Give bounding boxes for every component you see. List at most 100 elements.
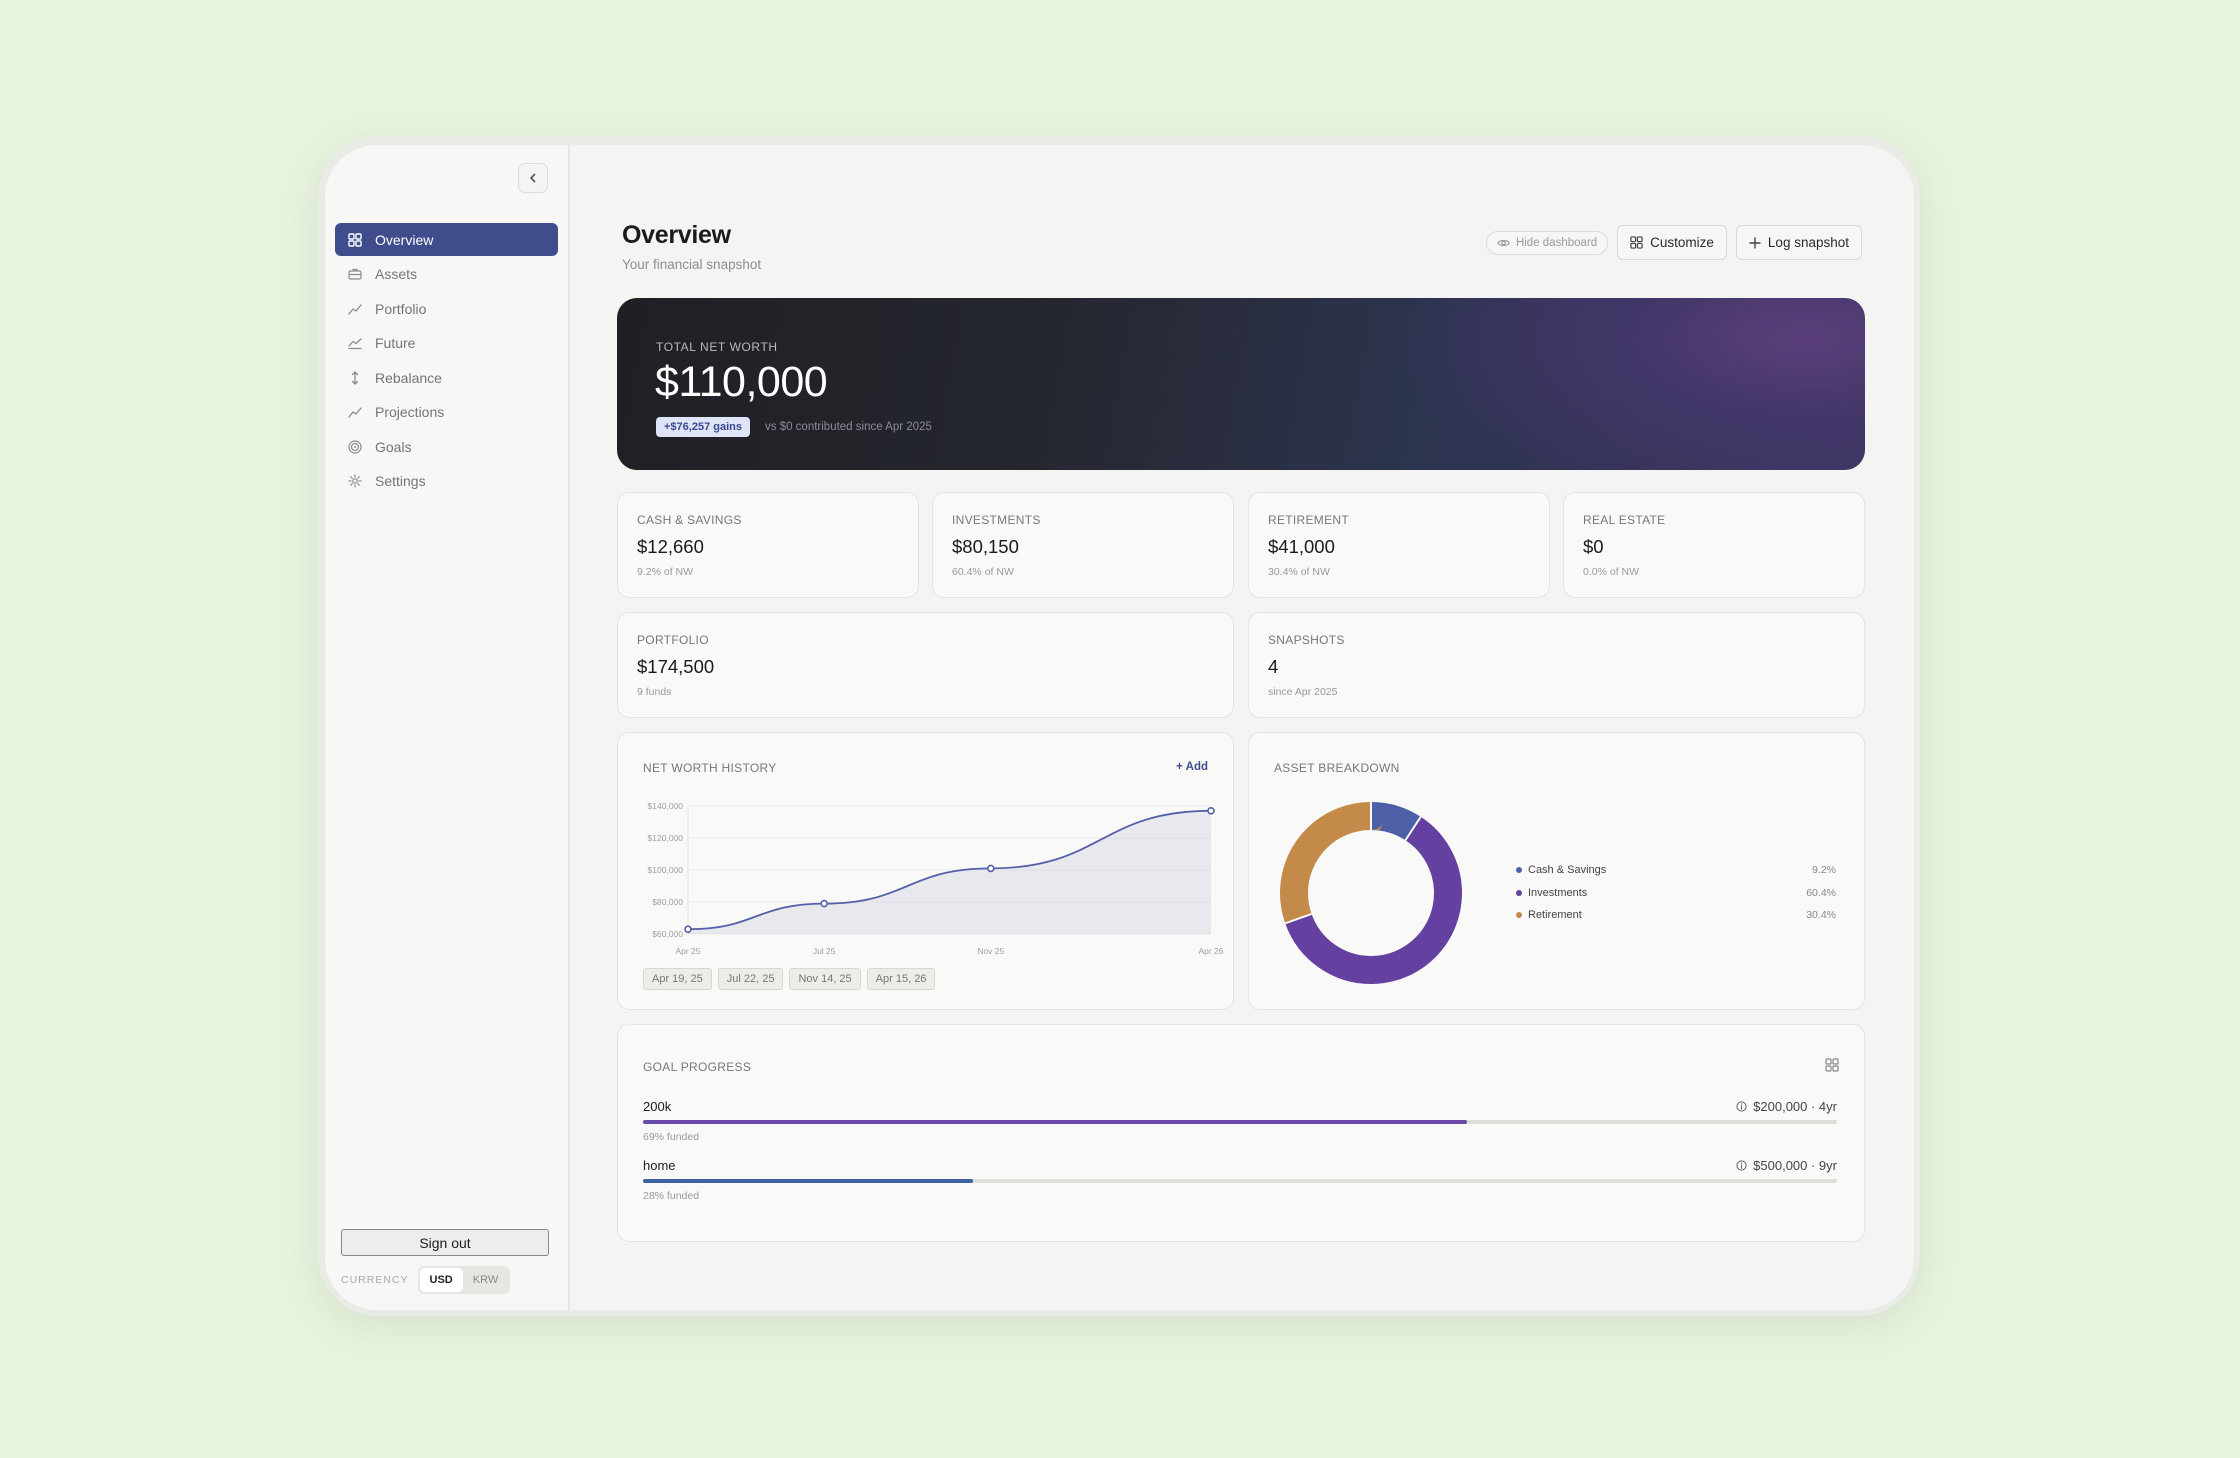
legend-label: Investments	[1528, 886, 1588, 899]
legend-item: Cash & Savings 9.2%	[1516, 859, 1836, 882]
currency-option-krw[interactable]: KRW	[472, 1274, 499, 1286]
gains-badge: +$76,257 gains	[656, 417, 750, 437]
sidebar-item-label: Projections	[375, 404, 445, 420]
log-snapshot-button[interactable]: Log snapshot	[1735, 225, 1862, 260]
history-title: NET WORTH HISTORY	[643, 761, 777, 775]
goal-funded-text: 69% funded	[643, 1131, 700, 1143]
grid-icon	[1630, 236, 1643, 249]
stat-label: INVESTMENTS	[952, 513, 1041, 527]
plus-icon	[1749, 236, 1761, 249]
legend-swatch	[1516, 867, 1522, 874]
currency-label: CURRENCY	[341, 1274, 409, 1286]
sidebar-item-projections[interactable]: Projections	[335, 396, 558, 429]
stat-label: SNAPSHOTS	[1268, 633, 1345, 647]
data-point[interactable]	[986, 864, 995, 873]
sidebar-item-goals[interactable]: Goals	[335, 430, 558, 463]
y-tick-label: $120,000	[648, 833, 684, 843]
sidebar-nav: Overview Assets Portfolio Future Rebalan…	[335, 223, 558, 499]
net-worth-value: $110,000	[655, 358, 828, 406]
y-tick-label: $80,000	[652, 897, 683, 907]
stat-sub: 0.0% of NW	[1583, 566, 1640, 578]
app-window: Overview Assets Portfolio Future Rebalan…	[325, 145, 1914, 1310]
legend-swatch	[1516, 912, 1522, 919]
stat-value: $0	[1583, 536, 1604, 557]
legend-value: 30.4%	[1806, 909, 1836, 922]
stat-card-retirement: RETIREMENT $41,000 30.4% of NW	[1248, 492, 1550, 598]
asset-breakdown-card: ASSET BREAKDOWN Cash & Savings 9.2% Inve…	[1248, 732, 1865, 1010]
x-tick-label: Nov 25	[977, 946, 1004, 956]
net-worth-history-card: NET WORTH HISTORY + Add $60,000 $80,000 $1…	[617, 732, 1234, 1010]
sidebar-item-assets[interactable]: Assets	[335, 258, 558, 291]
net-worth-label: TOTAL NET WORTH	[656, 340, 778, 354]
portfolio-card: PORTFOLIO $174,500 9 funds	[617, 612, 1234, 718]
info-icon[interactable]	[1736, 1160, 1747, 1171]
hide-dashboard-label: Hide dashboard	[1515, 236, 1598, 249]
stat-label: REAL ESTATE	[1583, 513, 1666, 527]
stat-value: $12,660	[637, 536, 704, 557]
net-worth-hero: TOTAL NET WORTH $110,000 +$76,257 gains …	[617, 298, 1865, 470]
sidebar-item-label: Settings	[375, 473, 426, 489]
currency-option-usd[interactable]: USD	[419, 1268, 463, 1292]
currency-switcher: CURRENCY USD KRW	[341, 1266, 511, 1294]
customize-button[interactable]: Customize	[1617, 225, 1727, 260]
customize-label: Customize	[1650, 235, 1714, 250]
donut-slice[interactable]	[1280, 802, 1462, 984]
grid-icon[interactable]	[1825, 1058, 1839, 1072]
sign-out-button[interactable]: Sign out	[341, 1229, 549, 1256]
snapshot-chip[interactable]: Jul 22, 25	[717, 968, 784, 990]
sidebar-item-settings[interactable]: Settings	[335, 465, 558, 498]
log-snapshot-label: Log snapshot	[1767, 235, 1849, 250]
legend-label: Retirement	[1528, 909, 1582, 922]
y-tick-label: $60,000	[652, 929, 683, 939]
header-actions: Hide dashboard Customize Log snapshot	[1485, 225, 1862, 260]
stat-value: 4	[1268, 656, 1279, 677]
snapshot-chip[interactable]: Apr 15, 26	[866, 968, 936, 990]
grid-icon	[347, 232, 363, 248]
goal-progress-card: GOAL PROGRESS 200k $200,000 · 4yr 69% fu…	[617, 1024, 1865, 1242]
net-worth-line-chart: $60,000 $80,000 $100,000 $120,000 $140,000 Ap…	[648, 801, 1224, 956]
sidebar-item-label: Future	[375, 335, 416, 351]
main-content: Overview Your financial snapshot Hide da…	[570, 145, 1914, 1310]
snapshots-card: SNAPSHOTS 4 since Apr 2025	[1248, 612, 1865, 718]
gear-icon	[347, 473, 363, 489]
goal-funded-text: 28% funded	[643, 1190, 700, 1202]
chevron-left-icon	[530, 173, 536, 183]
area-chart-icon	[347, 335, 363, 351]
sidebar-item-label: Goals	[375, 438, 412, 455]
stat-sub: 60.4% of NW	[952, 566, 1014, 578]
stat-card-cash: CASH & SAVINGS $12,660 9.2% of NW	[617, 492, 919, 598]
y-tick-label: $140,000	[648, 801, 684, 811]
sidebar-item-label: Portfolio	[375, 300, 427, 317]
stat-label: PORTFOLIO	[637, 633, 709, 647]
data-point[interactable]	[684, 925, 692, 933]
briefcase-icon	[347, 266, 363, 282]
x-tick-label: Jul 25	[813, 946, 836, 956]
collapse-sidebar-button[interactable]	[518, 163, 548, 193]
goal-target: $200,000 · 4yr	[1736, 1099, 1837, 1114]
sidebar-item-portfolio[interactable]: Portfolio	[335, 292, 558, 325]
info-icon[interactable]	[1736, 1101, 1747, 1112]
snapshot-chip[interactable]: Nov 14, 25	[789, 968, 861, 990]
legend-value: 9.2%	[1812, 864, 1836, 877]
snapshot-chip[interactable]: Apr 19, 25	[643, 968, 712, 990]
arrows-vertical-icon	[347, 370, 363, 386]
page-title: Overview	[622, 221, 731, 249]
target-icon	[347, 439, 363, 455]
add-snapshot-link[interactable]: + Add	[1176, 761, 1208, 773]
goal-target-text: $500,000 · 9yr	[1753, 1158, 1837, 1173]
sidebar-item-label: Rebalance	[375, 369, 442, 386]
sidebar-item-overview[interactable]: Overview	[335, 223, 558, 256]
data-point[interactable]	[1207, 806, 1215, 815]
goal-target-text: $200,000 · 4yr	[1753, 1099, 1837, 1114]
goal-progress-fill	[643, 1179, 973, 1183]
stat-card-real-estate: REAL ESTATE $0 0.0% of NW	[1563, 492, 1865, 598]
stat-value: $174,500	[637, 656, 715, 677]
goal-progress-bar	[643, 1120, 1837, 1124]
goal-name: home	[643, 1158, 676, 1173]
snapshot-chips: Apr 19, 25 Jul 22, 25 Nov 14, 25 Apr 15,…	[643, 968, 936, 990]
sidebar-item-rebalance[interactable]: Rebalance	[335, 361, 558, 394]
sidebar-item-future[interactable]: Future	[335, 327, 558, 360]
data-point[interactable]	[820, 899, 828, 908]
hide-dashboard-button[interactable]: Hide dashboard	[1485, 230, 1609, 255]
breakdown-title: ASSET BREAKDOWN	[1274, 761, 1400, 775]
